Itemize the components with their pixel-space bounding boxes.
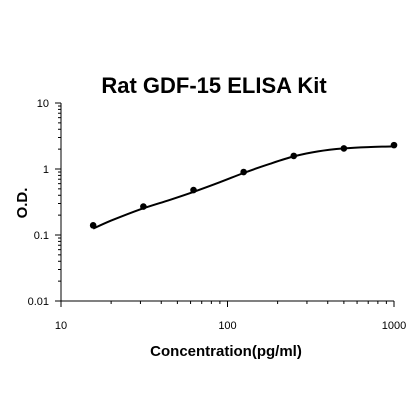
- chart-title: Rat GDF-15 ELISA Kit: [101, 73, 327, 98]
- data-point: [89, 222, 97, 229]
- data-point: [240, 168, 247, 176]
- y-tick-label: 0.1: [34, 230, 49, 242]
- data-point: [140, 203, 147, 210]
- data-point: [190, 186, 197, 194]
- x-tick-label: 10: [55, 320, 67, 332]
- y-tick-label: 10: [37, 98, 49, 110]
- fit-curve: [92, 145, 395, 230]
- data-point: [340, 145, 348, 152]
- x-tick-label: 1000: [382, 320, 406, 332]
- y-tick-label: 1: [43, 164, 49, 176]
- axes: [55, 102, 395, 307]
- data-points: [89, 141, 398, 229]
- y-axis-label: O.D.: [14, 188, 31, 219]
- y-tick-label: 0.01: [28, 296, 49, 308]
- x-tick-label: 100: [218, 320, 236, 332]
- x-axis-label: Concentration(pg/ml): [150, 343, 302, 360]
- data-point: [290, 152, 298, 160]
- tick-labels: 10 100 1000 10 1 0.1 0.01: [28, 98, 407, 332]
- data-point: [390, 141, 398, 149]
